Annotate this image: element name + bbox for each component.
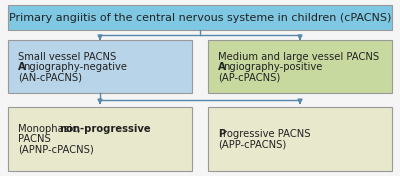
Text: Primary angiitis of the central nervous systeme in children (cPACNS): Primary angiitis of the central nervous …	[9, 13, 391, 23]
Text: (APP-cPACNS): (APP-cPACNS)	[218, 139, 286, 149]
Text: A: A	[218, 62, 226, 72]
Text: ngiography-negative: ngiography-negative	[23, 62, 127, 72]
Text: (APNP-cPACNS): (APNP-cPACNS)	[18, 144, 94, 154]
Bar	[8, 5, 392, 30]
Bar	[208, 40, 392, 93]
Text: (AN-cPACNS): (AN-cPACNS)	[18, 72, 82, 82]
Bar	[8, 107, 192, 171]
Text: (AP-cPACNS): (AP-cPACNS)	[218, 72, 280, 82]
Text: P: P	[218, 129, 225, 139]
Text: ngiography-positive: ngiography-positive	[223, 62, 322, 72]
Text: Medium and large vessel PACNS: Medium and large vessel PACNS	[218, 52, 379, 62]
Text: non-progressive: non-progressive	[60, 124, 151, 134]
Text: Small vessel PACNS: Small vessel PACNS	[18, 52, 116, 62]
Bar	[8, 40, 192, 93]
Text: rogressive PACNS: rogressive PACNS	[223, 129, 311, 139]
Bar	[208, 107, 392, 171]
Text: Monophasic,: Monophasic,	[18, 124, 84, 134]
Text: PACNS: PACNS	[18, 134, 51, 144]
Text: A: A	[18, 62, 26, 72]
